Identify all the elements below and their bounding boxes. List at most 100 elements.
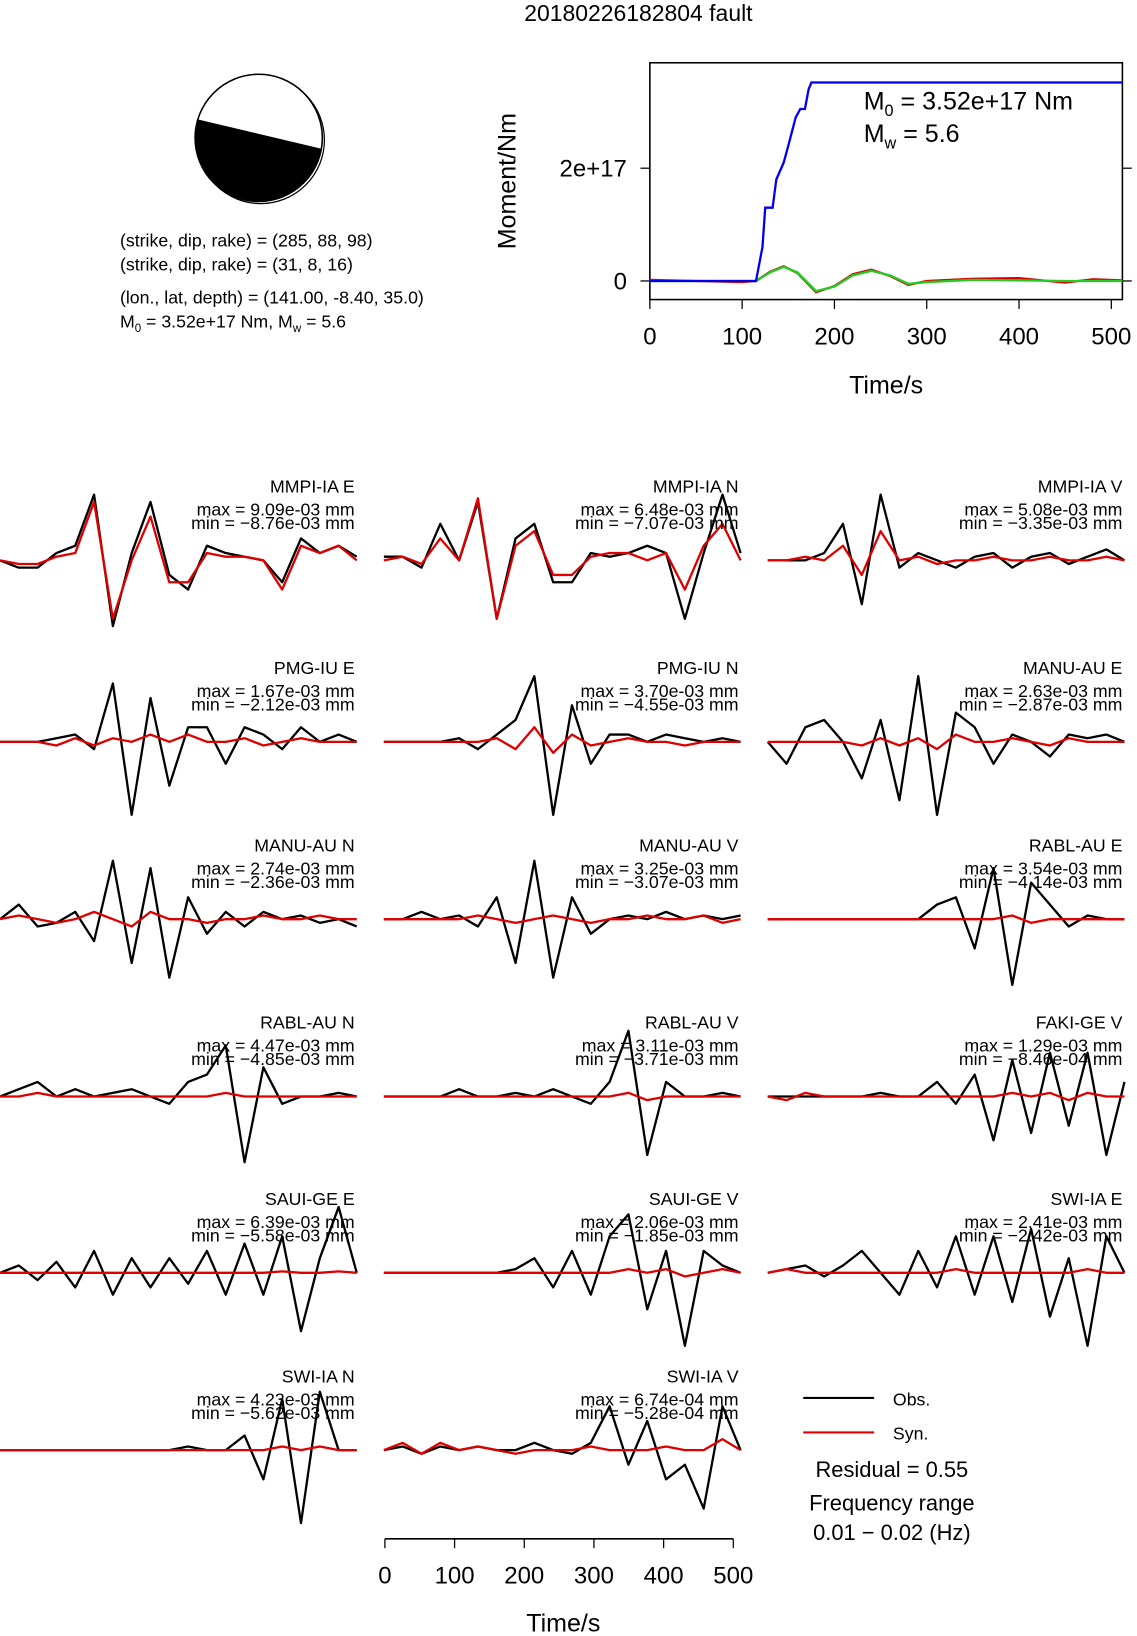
syn-trace — [767, 1268, 1125, 1274]
obs-trace — [767, 1227, 1126, 1347]
station-max: max = 3.11e-03 mm — [582, 1036, 739, 1056]
beachball — [194, 73, 326, 205]
station-name: MANU-AU E — [1023, 658, 1123, 678]
syn-trace — [767, 1091, 1125, 1102]
syn-trace — [0, 1270, 357, 1274]
obs-trace — [383, 1405, 742, 1510]
station-name: SAUI-GE E — [265, 1189, 355, 1209]
station-min: min = −3.35e-03 mm — [959, 513, 1122, 533]
x-tick-label: 200 — [814, 323, 854, 350]
text-segment: = 5.6 — [896, 120, 959, 148]
syn-trace — [383, 726, 741, 754]
station-max: max = 6.74e-04 mm — [580, 1389, 738, 1409]
syn-trace — [767, 733, 1125, 751]
syn-trace — [767, 914, 1125, 924]
station-min: min = −4.14e-03 mm — [959, 872, 1122, 892]
station-min: min = −4.85e-03 mm — [191, 1049, 354, 1069]
time-tick-label: 500 — [713, 1563, 753, 1590]
y-axis-label: Moment/Nm — [493, 113, 521, 249]
station-max: max = 1.67e-03 mm — [197, 681, 355, 701]
station-name: MMPI-IA N — [653, 477, 739, 497]
syn-trace — [0, 733, 357, 747]
obs-trace — [0, 1044, 357, 1164]
station-name: SAUI-GE V — [649, 1189, 739, 1209]
text-segment: M — [864, 88, 885, 116]
beachball-compression — [195, 117, 323, 202]
station-max: max = 9.09e-03 mm — [197, 499, 355, 519]
station-name: PMG-IU E — [274, 658, 355, 678]
station-min: min = −2.36e-03 mm — [191, 872, 354, 892]
syn-trace — [383, 1268, 741, 1278]
station-min: min = −5.58e-03 mm — [191, 1226, 354, 1246]
station-min: min = −3.07e-03 mm — [575, 872, 738, 892]
station-min: min = −1.85e-03 mm — [575, 1226, 738, 1246]
station-name: FAKI-GE V — [1036, 1013, 1123, 1033]
obs-trace — [0, 682, 358, 817]
station-max: max = 6.48e-03 mm — [580, 499, 738, 519]
moment-line — [649, 265, 1123, 293]
subscript: 0 — [885, 102, 894, 120]
legend-syn-label: Syn. — [893, 1424, 928, 1444]
subscript: w — [292, 323, 302, 335]
station-max: max = 2.74e-03 mm — [197, 858, 355, 878]
focal-line: (strike, dip, rake) = (31, 8, 16) — [120, 254, 353, 274]
station-min: min = −8.76e-03 mm — [191, 513, 354, 533]
text-segment: = 3.52e+17 Nm — [894, 88, 1073, 116]
station-max: max = 2.63e-03 mm — [964, 681, 1122, 701]
syn-trace — [0, 1091, 357, 1098]
station-max: max = 3.70e-03 mm — [580, 681, 738, 701]
text-segment: M — [864, 120, 885, 148]
text-segment: = 5.6 — [301, 312, 346, 332]
obs-trace — [383, 1029, 741, 1157]
figure-title: 20180226182804 fault — [524, 0, 753, 26]
x-tick-label: 0 — [643, 323, 656, 350]
time-tick-label: 100 — [435, 1563, 475, 1590]
time-tick-label: 400 — [644, 1563, 684, 1590]
text-segment: = 3.52e+17 Nm, M — [141, 312, 293, 332]
x-tick-label: 100 — [722, 323, 762, 350]
station-max: max = 3.25e-03 mm — [580, 858, 738, 878]
station-name: MANU-AU N — [254, 835, 354, 855]
station-min: min = −5.62e-03 mm — [191, 1403, 354, 1423]
syn-trace — [767, 529, 1125, 577]
subscript: 0 — [135, 323, 141, 335]
station-max: max = 2.06e-03 mm — [580, 1212, 738, 1232]
station-min: min = −7.07e-03 mm — [575, 513, 738, 533]
moment-line — [649, 81, 1123, 283]
station-max: max = 6.39e-03 mm — [197, 1212, 355, 1232]
station-min: min = −2.12e-03 mm — [191, 695, 354, 715]
station-min: min = −4.55e-03 mm — [575, 695, 738, 715]
obs-trace — [767, 493, 1126, 606]
time-tick-label: 200 — [504, 1563, 544, 1590]
obs-trace — [0, 859, 358, 979]
station-name: MMPI-IA V — [1038, 477, 1123, 497]
station-name: RABL-AU N — [260, 1013, 355, 1033]
station-max: max = 1.29e-03 mm — [964, 1036, 1122, 1056]
syn-trace — [0, 500, 358, 620]
station-max: max = 2.41e-03 mm — [964, 1212, 1122, 1232]
y-tick-label: 2e+17 — [560, 156, 627, 183]
x-tick-label: 400 — [999, 323, 1039, 350]
station-name: PMG-IU N — [657, 658, 739, 678]
residual: Residual = 0.55 — [815, 1457, 968, 1482]
focal-line: (strike, dip, rake) = (285, 88, 98) — [120, 230, 373, 250]
frequency-range: 0.01 − 0.02 (Hz) — [813, 1520, 971, 1545]
station-min: min = −3.71e-03 mm — [575, 1049, 738, 1069]
station-name: RABL-AU V — [645, 1013, 739, 1033]
station-name: MANU-AU V — [639, 835, 739, 855]
time-tick-label: 0 — [378, 1563, 391, 1590]
station-min: min = −2.87e-03 mm — [959, 695, 1122, 715]
syn-trace — [383, 1091, 741, 1102]
rich-text: Mw = 5.6 — [864, 120, 960, 152]
station-name: SWI-IA N — [282, 1366, 355, 1386]
syn-trace — [0, 910, 357, 928]
station-max: max = 4.47e-03 mm — [197, 1036, 355, 1056]
syn-trace — [383, 914, 741, 924]
plot-frame — [649, 61, 1124, 301]
focal-line: (lon., lat, depth) = (141.00, -8.40, 35.… — [120, 288, 424, 308]
syn-trace — [383, 1438, 742, 1455]
station-min: min = −2.42e-03 mm — [959, 1226, 1122, 1246]
station-min: min = −5.28e-04 mm — [575, 1403, 738, 1423]
syn-trace — [383, 497, 742, 620]
